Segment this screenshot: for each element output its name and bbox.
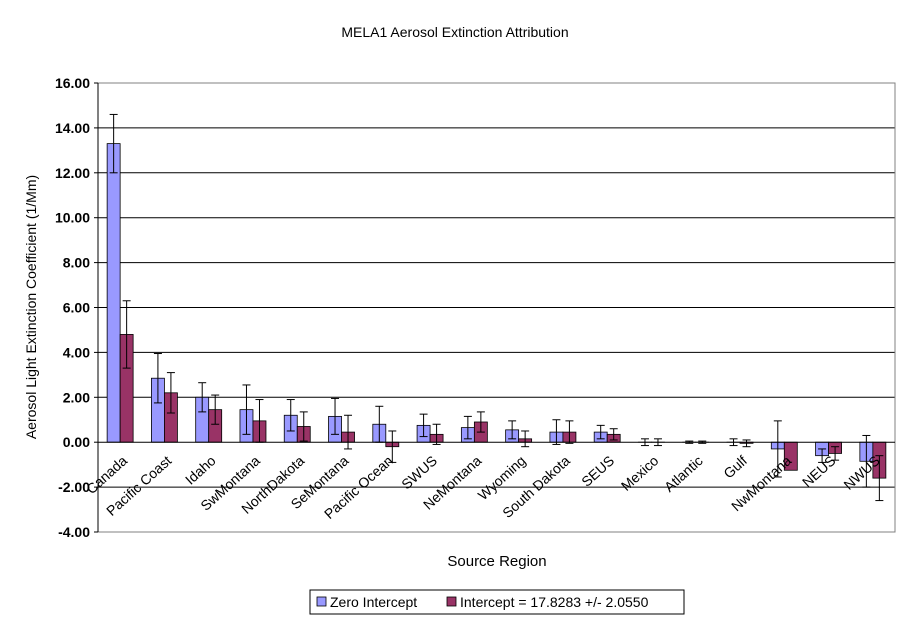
- error-bar-seus-s1: [609, 428, 618, 441]
- y-tick-label: 6.00: [63, 300, 90, 316]
- y-tick-label: 0.00: [63, 434, 90, 450]
- y-tick-label: 2.00: [63, 389, 90, 405]
- legend-label-intercept: Intercept = 17.8283 +/- 2.0550: [460, 594, 649, 610]
- error-bar-idaho-s0: [198, 382, 207, 413]
- error-bar-neus-s0: [818, 448, 827, 463]
- x-axis-label: Source Region: [447, 553, 546, 570]
- error-bar-pacific-coast-s0: [153, 353, 162, 404]
- error-bar-nwmontana-s0: [773, 420, 782, 478]
- legend-swatch-zero-intercept: [316, 596, 327, 607]
- bar-canada-s0: [106, 143, 121, 443]
- y-axis-label: Aerosol Light Extinction Coefficient (1/…: [23, 175, 39, 439]
- gridlines: [98, 127, 895, 488]
- error-bar-northdakota-s1: [299, 411, 308, 442]
- x-tick-label: SEUS: [578, 452, 617, 489]
- y-tick-labels: -4.00 -2.00 0.00 2.00 4.00 6.00 8.00 10.00 12.00…: [55, 75, 98, 540]
- error-bar-south-dakota-s1: [565, 420, 574, 444]
- x-tick-label: Gulf: [720, 452, 750, 481]
- error-bar-wyoming-s1: [521, 430, 530, 448]
- chart-title: MELA1 Aerosol Extinction Attribution: [341, 24, 568, 40]
- legend-box: [309, 589, 685, 615]
- error-bar-nwus-s1: [875, 455, 884, 502]
- error-bar-gulf-s1: [742, 439, 751, 448]
- error-bar-swus-s1: [432, 423, 441, 445]
- error-bar-canada-s1: [122, 300, 131, 369]
- error-bar-nemontana-s0: [463, 415, 472, 440]
- x-tick-label: Mexico: [618, 452, 662, 494]
- legend-swatch-intercept: [446, 596, 457, 607]
- y-tick-label: 16.00: [55, 75, 90, 91]
- x-tick-label: Atlantic: [661, 452, 706, 495]
- error-bar-pacific-ocean-s1: [388, 430, 397, 463]
- error-bar-semontana-s1: [344, 414, 353, 450]
- y-tick-label: 4.00: [63, 344, 90, 360]
- error-bar-idaho-s1: [211, 394, 220, 425]
- x-tick-label: NEUS: [799, 452, 839, 490]
- error-bar-pacific-coast-s1: [166, 372, 175, 414]
- legend-label-zero-intercept: Zero Intercept: [330, 594, 417, 610]
- y-tick-label: -4.00: [58, 524, 90, 540]
- error-bar-south-dakota-s0: [552, 419, 561, 445]
- error-bar-northdakota-s0: [286, 399, 295, 432]
- y-tick-label: 8.00: [63, 255, 90, 271]
- error-bar-neus-s1: [831, 446, 840, 461]
- error-bars: [109, 113, 884, 502]
- error-bar-nemontana-s1: [476, 411, 485, 433]
- bars: [106, 143, 887, 479]
- x-tick-label: SWUS: [398, 452, 440, 492]
- y-tick-label: -2.00: [58, 479, 90, 495]
- error-bar-semontana-s0: [331, 397, 340, 435]
- x-tick-label: Idaho: [182, 452, 219, 487]
- error-bar-canada-s0: [109, 113, 118, 174]
- error-bar-nwus-s0: [862, 434, 871, 488]
- error-bar-swmontana-s0: [242, 384, 251, 435]
- error-bar-seus-s0: [596, 424, 605, 440]
- y-tick-label: 10.00: [55, 210, 90, 226]
- error-bar-wyoming-s0: [508, 420, 517, 440]
- y-tick-label: 14.00: [55, 120, 90, 136]
- error-bar-swus-s0: [419, 413, 428, 438]
- y-tick-label: 12.00: [55, 165, 90, 181]
- legend: Zero Intercept Intercept = 17.8283 +/- 2…: [309, 589, 685, 615]
